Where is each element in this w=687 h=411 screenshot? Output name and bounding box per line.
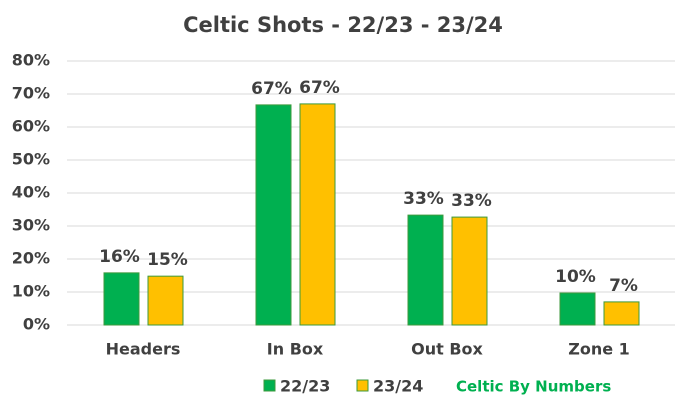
legend-swatch xyxy=(356,379,369,392)
bar xyxy=(407,214,444,326)
value-label: 15% xyxy=(147,250,188,270)
legend-label: 23/24 xyxy=(373,377,423,396)
bar xyxy=(299,103,336,326)
y-tick-label: 10% xyxy=(12,282,50,301)
y-tick-label: 60% xyxy=(12,117,50,136)
value-label: 16% xyxy=(99,247,140,267)
x-tick-label: Headers xyxy=(106,340,181,359)
legend-swatch xyxy=(263,379,276,392)
chart-title: Celtic Shots - 22/23 - 23/24 xyxy=(183,13,503,37)
bar xyxy=(603,301,640,326)
bar xyxy=(559,292,596,326)
value-label: 7% xyxy=(609,276,638,296)
legend-label: 22/23 xyxy=(280,377,330,396)
y-tick-label: 80% xyxy=(12,51,50,70)
value-label: 10% xyxy=(555,267,596,287)
value-label: 33% xyxy=(403,189,444,209)
value-label: 67% xyxy=(251,79,292,99)
y-tick-label: 0% xyxy=(23,315,50,334)
y-tick-label: 20% xyxy=(12,249,50,268)
value-label: 33% xyxy=(451,191,492,211)
y-tick-label: 50% xyxy=(12,150,50,169)
value-label: 67% xyxy=(299,78,340,98)
y-tick-label: 40% xyxy=(12,183,50,202)
annotation: Celtic By Numbers xyxy=(456,378,611,396)
y-tick-label: 30% xyxy=(12,216,50,235)
x-tick-label: Out Box xyxy=(411,340,483,359)
bar xyxy=(147,275,184,326)
bar xyxy=(451,216,488,326)
x-tick-label: Zone 1 xyxy=(568,340,630,359)
bar xyxy=(103,272,140,326)
x-tick-label: In Box xyxy=(267,340,324,359)
bar xyxy=(255,104,292,326)
y-tick-label: 70% xyxy=(12,84,50,103)
